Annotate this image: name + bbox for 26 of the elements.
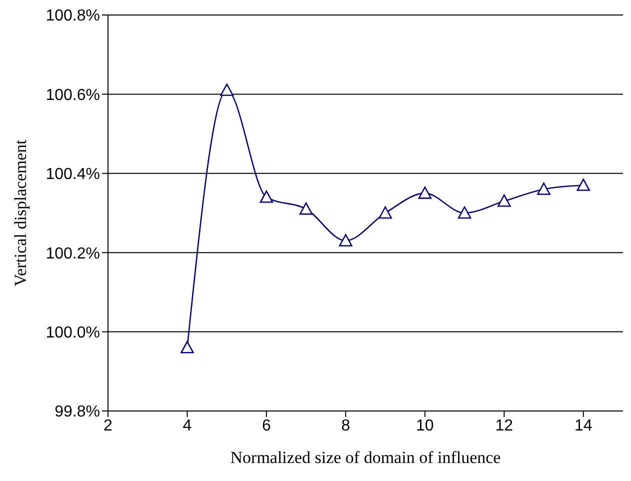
x-tick-label: 12 [495,417,514,434]
y-tick-label: 100.4% [46,166,100,184]
x-axis-title: Normalized size of domain of influence [230,448,501,467]
x-tick-label: 10 [416,417,434,434]
point [339,234,352,246]
point [299,202,313,215]
point [378,206,392,219]
point [220,84,234,96]
point [458,206,472,219]
y-tick-label: 99.8% [54,404,100,421]
x-tick-label: 2 [104,417,113,434]
y-tick-label: 100.8% [46,8,100,25]
x-tick-label: 6 [262,417,272,434]
point [537,182,550,195]
y-tick-label: 100.6% [46,86,100,104]
y-tick-label: 100.0% [46,324,100,342]
point [576,178,590,191]
point [180,340,194,354]
y-axis-title: Vertical displacement [11,139,30,286]
point [260,190,274,203]
point [418,186,432,199]
x-tick-label: 4 [182,417,192,434]
y-tick-label: 100.2% [46,245,100,262]
x-tick-label: 8 [341,417,350,434]
x-tick-label: 14 [574,417,592,434]
point [498,194,511,207]
